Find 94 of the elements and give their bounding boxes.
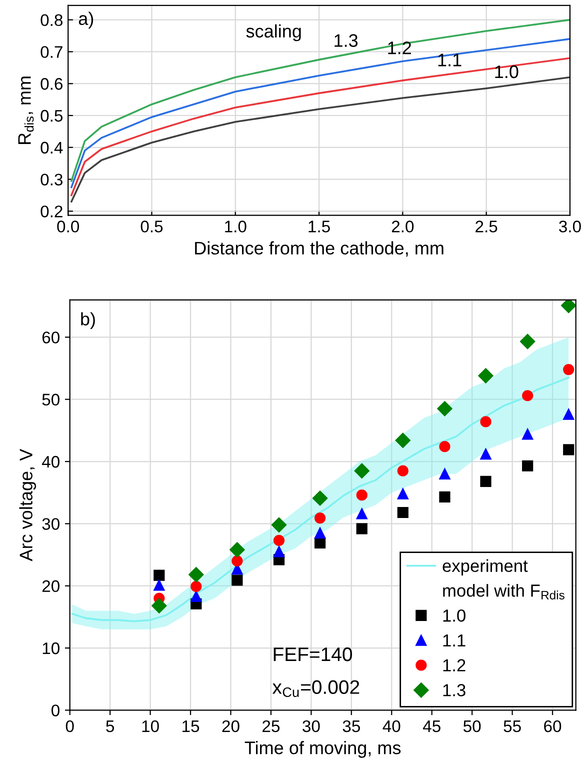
y-tick-label: 0.3 [40,174,62,186]
point [232,555,243,567]
point [356,523,368,534]
x-tick-label: 3.0 [559,220,581,232]
point [563,364,574,376]
x-tick-label: 50 [463,720,481,732]
y-tick-label: 0.8 [40,14,63,26]
point [230,542,245,558]
annotation: b) [81,312,95,330]
point [397,506,408,518]
y-tick-label: 0.7 [40,46,62,58]
x-tick-label: 25 [262,720,280,732]
point [437,401,452,416]
annotation: 1.3 [334,34,358,47]
point [314,527,326,539]
x-tick-label: 15 [182,720,200,732]
y-axis-title: R$_{dis}$, mm [18,76,34,144]
point [314,512,326,524]
point [397,465,408,476]
annotation: 1.0 [495,65,518,78]
x-tick-label: 40 [382,720,400,732]
point [152,598,167,614]
x-tick-label: 35 [342,720,360,732]
legend-label: 1.2 [443,659,466,672]
x-axis-title: Time of moving, ms [244,740,401,758]
point [273,534,285,546]
legend-title: model with F$_{Rdis}$ [443,584,564,600]
x-tick-label: 2.5 [476,220,498,232]
point [395,432,410,448]
point [439,468,450,480]
point [312,490,328,506]
y-tick-label: 20 [42,580,60,592]
x-tick-label: 0.5 [140,220,163,232]
point [439,491,450,503]
point [480,448,492,460]
line-series [71,376,570,622]
point [480,416,492,428]
y-axis-title: Arc voltage, V [19,448,36,562]
point [561,300,576,314]
point [522,390,534,402]
point [563,408,574,420]
annotation: 1.1 [438,54,462,66]
y-tick-label: 40 [42,456,60,468]
y-tick-label: 0.5 [40,110,63,122]
x-axis-title: Distance from the cathode, mm [195,241,444,257]
x-tick-label: 2.0 [392,220,414,232]
point [522,460,534,472]
x-tick-label: 10 [142,720,159,732]
x-tick-label: 1.5 [308,220,330,232]
y-tick-label: 0 [52,704,60,716]
point [480,476,492,487]
point [478,368,494,384]
annotation: x$_{Cu}$=0.002 [272,680,360,698]
annotation: 1.2 [388,41,411,54]
annotation: FEF=140 [274,647,352,662]
point [563,444,574,456]
x-tick-label: 0.0 [57,220,80,232]
x-tick-label: 20 [222,720,240,732]
x-tick-label: 30 [302,720,320,732]
point [356,490,368,501]
y-tick-label: 50 [42,394,60,406]
legend-label: 1.3 [443,684,466,696]
point [188,567,204,582]
y-tick-label: 0.4 [40,142,63,154]
x-tick-label: 55 [504,720,521,732]
point [190,580,202,592]
point [271,517,287,532]
y-tick-label: 10 [42,642,60,654]
y-tick-label: 60 [42,332,60,344]
point [522,428,534,440]
legend-label: 1.0 [443,609,466,622]
x-tick-label: 1.0 [225,220,246,232]
y-tick-label: 30 [42,518,60,530]
point [354,463,370,478]
x-tick-label: 45 [422,720,440,732]
legend-label: 1.1 [443,634,466,646]
x-tick-label: 60 [544,720,562,732]
point [273,546,285,558]
point [232,574,243,586]
point [190,590,202,602]
point [520,334,536,350]
x-tick-label: 0 [66,720,74,732]
point [356,508,368,520]
legend-label: experiment [442,559,528,576]
annotation: scaling [246,24,301,42]
y-tick-label: 0.6 [40,78,62,90]
x-tick-label: 5 [106,720,114,732]
annotation: a) [78,12,94,29]
point [397,488,408,500]
point [154,570,165,581]
y-tick-label: 0.2 [40,206,62,218]
point [154,580,165,591]
point [314,537,326,549]
point [439,441,450,452]
